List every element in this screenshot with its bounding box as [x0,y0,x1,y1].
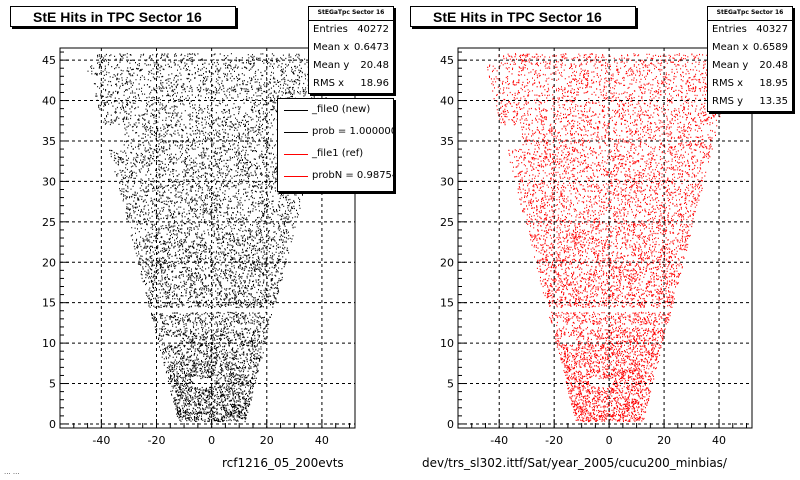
stats-row: RMS x 18.95 [708,75,792,93]
y-tick-label: 40 [42,95,56,108]
right-plot: -40 -20 0 20 40 0 5 10 15 20 25 30 35 40 45 [440,47,753,447]
y-tick-label: 0 [447,418,454,431]
stats-label: Entries [712,24,747,35]
y-tick-label: 10 [440,337,454,350]
legend-label: _file1 (ref) [312,148,364,159]
y-tick-label: 45 [440,54,454,67]
x-tick-label: -20 [148,434,166,447]
stats-row: Mean x 0.6473 [309,39,393,57]
right-stats-box: StEGaTpc Sector 16 Entries 40327 Mean x 0.65… [707,6,793,112]
stats-name: StEGaTpc Sector 16 [309,7,393,21]
legend-label: _file0 (new) [312,104,371,115]
stats-row: RMS x 18.96 [309,75,393,93]
legend-entry: probN = 0.987540 [278,165,393,187]
x-tick-label: -40 [92,434,110,447]
y-tick-label: 40 [440,95,454,108]
legend-line-marker [284,132,308,133]
stats-value: 13.35 [759,96,788,107]
stats-label: RMS x [313,78,345,89]
left-plot: -40 -20 0 20 40 0 5 10 15 20 25 30 35 40 45 [42,47,356,447]
right-plot-title: StE Hits in TPC Sector 16 [410,6,636,27]
legend-label: prob = 1.000000 [312,126,394,137]
legend-box: _file0 (new) prob = 1.000000 _file1 (ref) p… [277,98,394,192]
x-tick-label: 40 [712,434,726,447]
y-tick-label: 25 [42,216,56,229]
legend-entry: prob = 1.000000 [278,121,393,143]
hit-points [487,53,734,423]
x-tick-label: 20 [657,434,671,447]
stats-row: Mean y 20.48 [309,57,393,75]
y-tick-label: 35 [42,135,56,148]
y-tick-label: 5 [49,378,56,391]
stats-row: RMS y 13.35 [708,93,792,111]
legend-entry: _file1 (ref) [278,143,393,165]
stats-label: RMS y [712,96,744,107]
legend-line-marker [284,154,308,155]
stats-row: Mean y 20.48 [708,57,792,75]
stats-name: StEGaTpc Sector 16 [708,7,792,21]
legend-line-marker [284,110,308,111]
x-tick-label: -40 [490,434,508,447]
x-tick-label: 0 [606,434,613,447]
y-tick-label: 30 [440,175,454,188]
left-footer-label: rcf1216_05_200evts [222,456,344,470]
stats-row: Entries 40272 [309,21,393,39]
stats-label: Mean x [712,42,749,53]
y-tick-label: 20 [42,256,56,269]
x-tick-label: 20 [260,434,274,447]
stats-label: Mean y [712,60,749,71]
stats-value: 20.48 [759,60,788,71]
stats-value: 20.48 [360,60,389,71]
y-tick-label: 20 [440,256,454,269]
y-tick-label: 15 [440,297,454,310]
stats-row: Entries 40327 [708,21,792,39]
stats-value: 0.6589 [753,42,788,53]
stats-value: 40327 [756,24,788,35]
corner-text: ... ... [4,468,20,476]
y-tick-label: 10 [42,337,56,350]
y-tick-label: 35 [440,135,454,148]
stats-value: 18.96 [360,78,389,89]
y-tick-label: 25 [440,216,454,229]
x-tick-label: 40 [315,434,329,447]
stats-row: Mean x 0.6589 [708,39,792,57]
left-plot-title: StE Hits in TPC Sector 16 [10,6,236,27]
y-tick-label: 45 [42,54,56,67]
stats-value: 18.95 [759,78,788,89]
left-stats-box: StEGaTpc Sector 16 Entries 40272 Mean x 0.64… [308,6,394,94]
hit-points [87,53,335,423]
x-tick-label: 0 [208,434,215,447]
x-tick-label: -20 [545,434,563,447]
y-tick-label: 5 [447,378,454,391]
stats-value: 40272 [357,24,389,35]
legend-label: probN = 0.987540 [312,170,393,181]
stats-label: Mean y [313,60,350,71]
stats-value: 0.6473 [354,42,389,53]
legend-entry: _file0 (new) [278,99,393,121]
y-tick-label: 30 [42,175,56,188]
y-tick-label: 15 [42,297,56,310]
legend-line-marker [284,176,308,177]
right-footer-label: dev/trs_sl302.ittf/Sat/year_2005/cucu200… [422,456,727,470]
stats-label: RMS x [712,78,744,89]
y-tick-label: 0 [49,418,56,431]
stats-label: Entries [313,24,348,35]
stats-label: Mean x [313,42,350,53]
